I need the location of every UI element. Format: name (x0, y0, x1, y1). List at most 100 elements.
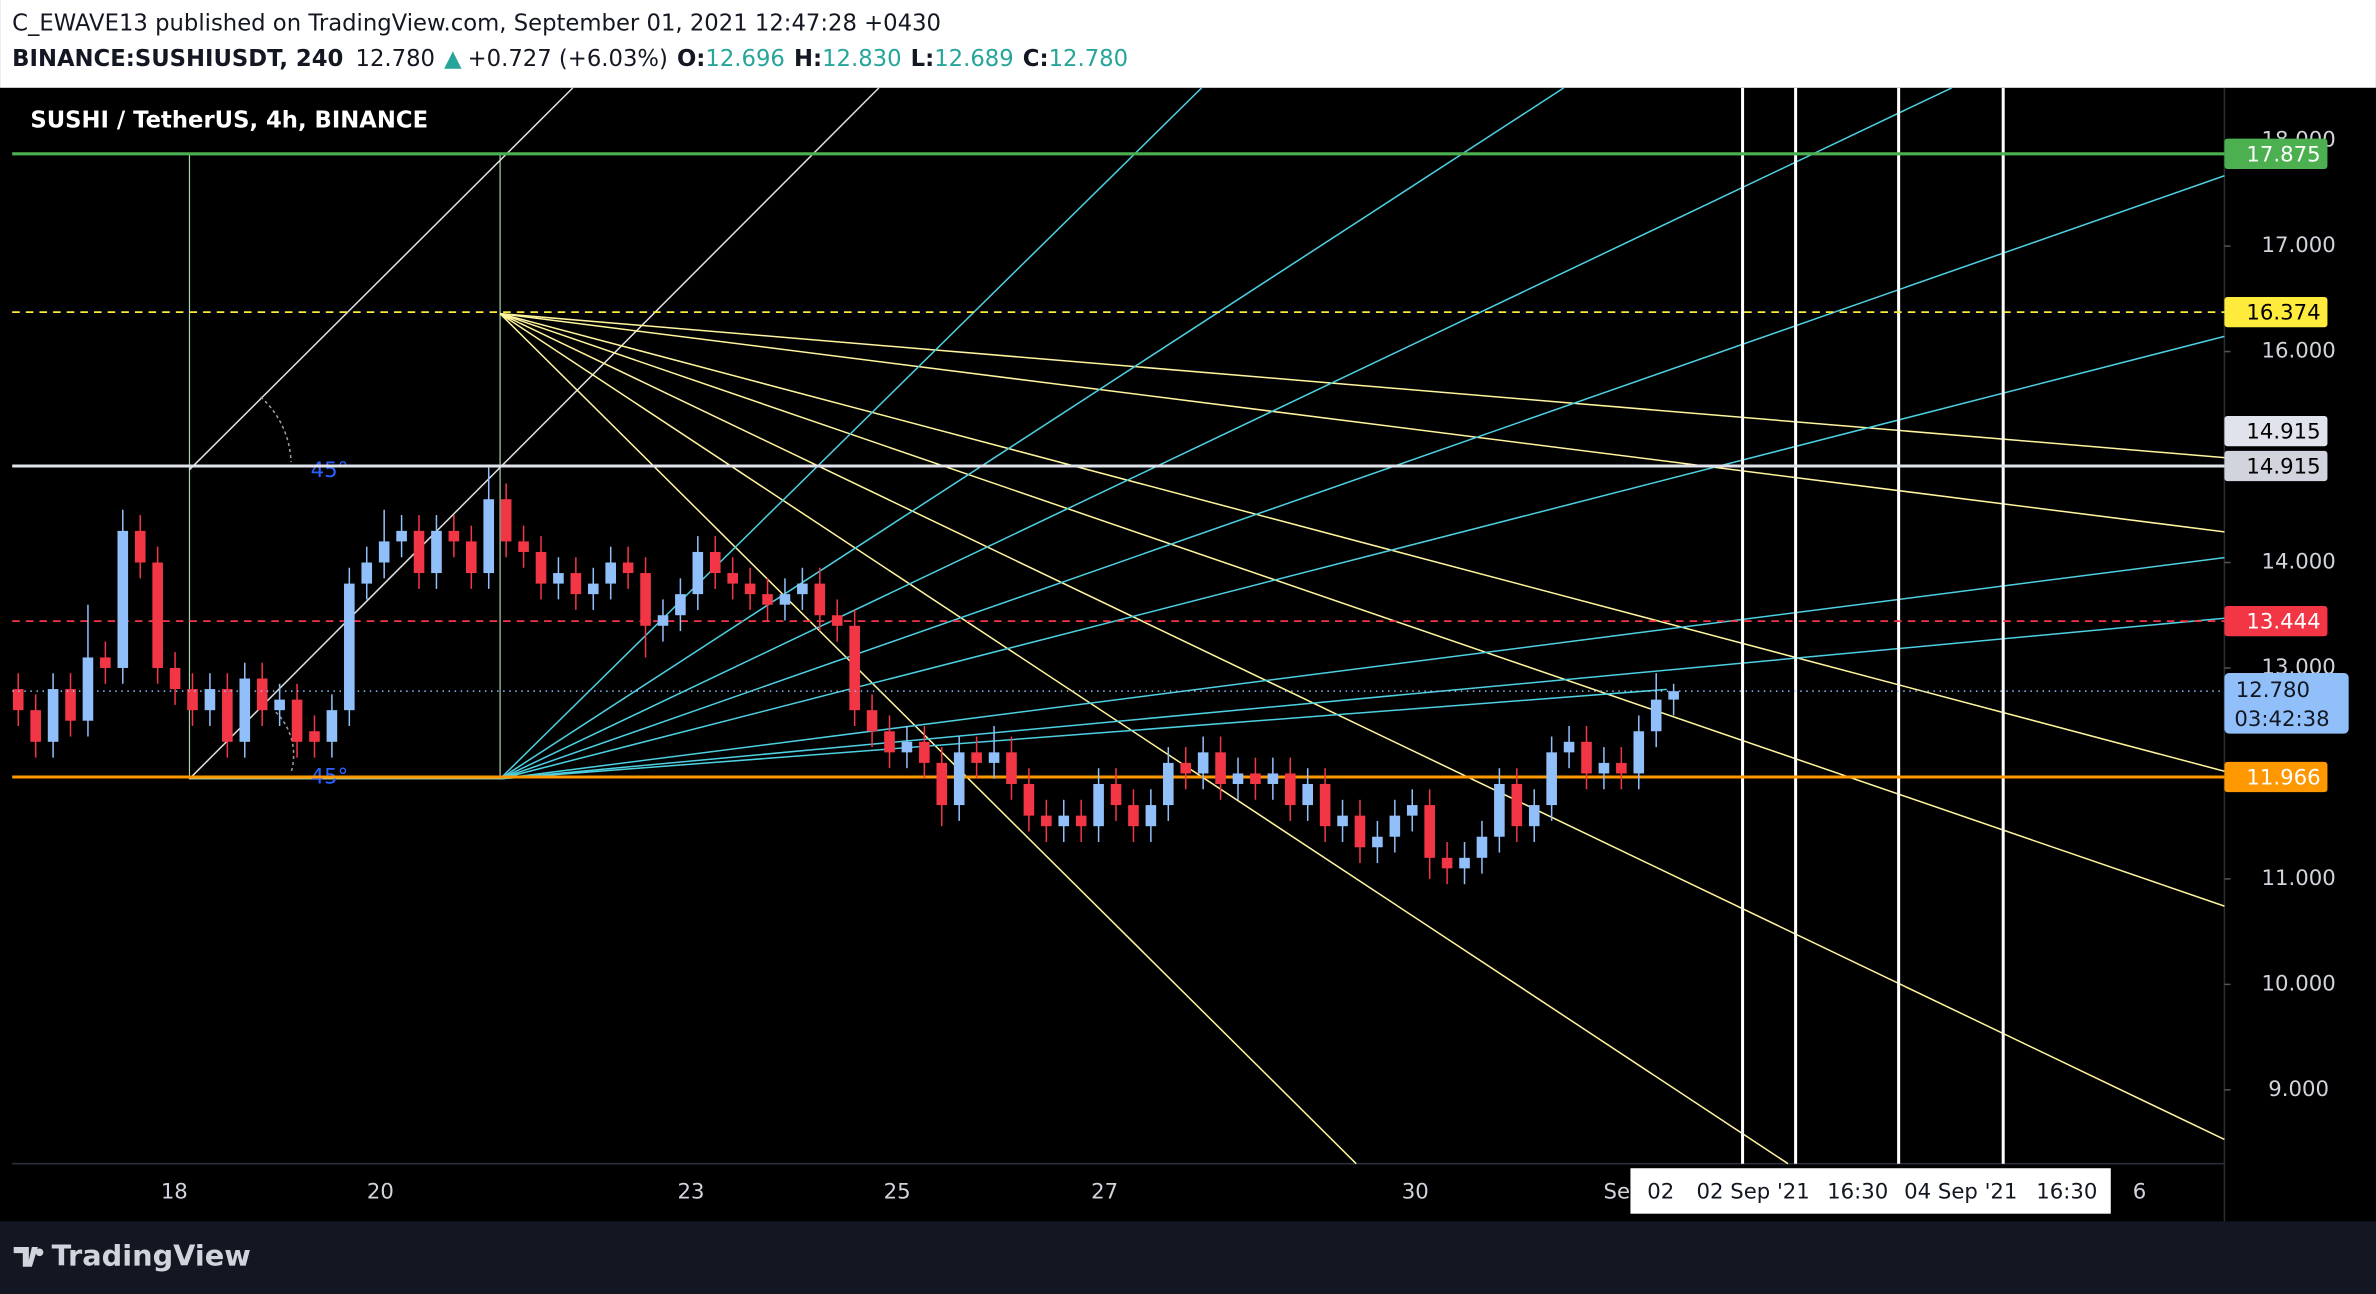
fan-line (499, 313, 1789, 1165)
chart-title: SUSHI / TetherUS, 4h, BINANCE (30, 108, 428, 134)
y-tick-label: 14.000 (2262, 550, 2336, 575)
fan-line (499, 312, 2225, 772)
logo-icon (13, 1247, 44, 1267)
candle-body (1546, 752, 1557, 806)
candle-body (413, 530, 425, 574)
published-line: C_EWAVE13 published on TradingView.com, … (12, 11, 941, 37)
fan-line (499, 175, 2225, 780)
price-tag-label: 11.966 (2246, 766, 2320, 791)
candle-body (1459, 857, 1470, 869)
ohlc-key: O: (677, 46, 705, 72)
time-label: 02 (1647, 1179, 1674, 1204)
candle-body (587, 583, 599, 595)
candle-body (326, 710, 338, 742)
candle-body (1511, 783, 1523, 827)
x-tick-label: 18 (161, 1179, 188, 1204)
candle-body (762, 594, 773, 605)
candle-body (361, 562, 373, 584)
candle-body (692, 551, 704, 595)
candle-body (901, 741, 913, 753)
candle-body (187, 689, 198, 711)
price-axis: 18.00017.00016.00014.00013.00011.00010.0… (161, 128, 2349, 1214)
x-tick-label: 27 (1091, 1179, 1118, 1204)
candle-body (797, 583, 808, 595)
candle-body (744, 583, 756, 595)
candle-body (134, 530, 146, 563)
x-tick-label: 20 (367, 1179, 394, 1204)
ohlc-value: 12.830 (822, 46, 902, 72)
candle-body (849, 625, 860, 711)
candle-body (866, 710, 878, 732)
candle-body (431, 530, 442, 574)
candle-body (831, 615, 843, 626)
candle-body (1145, 805, 1157, 827)
candle-body (1476, 836, 1488, 858)
candle-body (1128, 805, 1139, 827)
candle-body (1581, 741, 1592, 774)
y-tick-label: 11.000 (2262, 866, 2336, 891)
countdown: 03:42:38 (2234, 707, 2329, 732)
candle-body (1650, 699, 1662, 732)
candle-body (483, 499, 495, 574)
x-tick-label: 30 (1402, 1179, 1429, 1204)
fan-line (500, 617, 2225, 780)
candle-body (65, 689, 76, 721)
price-tag-label: 14.915 (2246, 420, 2320, 445)
y-tick-label: 17.000 (2262, 233, 2336, 258)
candle-body (47, 689, 59, 742)
candle-body (727, 573, 738, 584)
candle-body (1319, 783, 1331, 827)
candle-body (936, 762, 948, 806)
candle-body (1250, 773, 1261, 784)
header-price: 12.780 (355, 46, 435, 72)
candle-body (1180, 762, 1192, 774)
candle-body (535, 551, 547, 584)
header-bg (0, 0, 2376, 88)
gann-line (188, 87, 574, 471)
candle-body (1162, 762, 1174, 806)
fan-line (499, 312, 2225, 907)
candle-body (1372, 836, 1383, 848)
candle-body (1598, 762, 1610, 774)
angle-arc (260, 396, 292, 463)
candle-body (30, 710, 41, 742)
candle-body (1058, 815, 1070, 827)
candle-body (1267, 773, 1279, 784)
candle-body (291, 699, 303, 742)
candle-body (239, 678, 251, 742)
candle-body (222, 689, 233, 742)
price-tag (2224, 761, 2328, 793)
chart-bg (0, 87, 2376, 1225)
up-arrow: ▲ (444, 46, 462, 72)
candle-body (1389, 815, 1401, 837)
candle-body (884, 731, 895, 753)
price-tag-label: 13.444 (2246, 610, 2320, 635)
x-tick-label: 23 (678, 1179, 705, 1204)
candle-body (1197, 752, 1209, 774)
candle-body (919, 741, 930, 763)
candle-body (117, 530, 129, 668)
time-labels-bg (1630, 1168, 2111, 1214)
candle-body (814, 583, 826, 616)
candle-body (1110, 783, 1122, 806)
price-tag (2224, 415, 2328, 447)
price-tag-label: 16.374 (2246, 301, 2320, 326)
ohlc-value: 12.696 (705, 46, 785, 72)
candle-body (640, 573, 651, 626)
fan-line (499, 556, 2225, 780)
candle-body (1093, 783, 1104, 827)
angle-label: 45° (311, 458, 349, 483)
candle-body (988, 752, 1000, 763)
candle-body (605, 562, 617, 584)
candle-body (100, 657, 111, 668)
x-tick-label: 6 (2133, 1179, 2147, 1204)
candle-body (971, 752, 982, 763)
y-tick-label: 16.000 (2262, 339, 2336, 364)
x-tick-label: 25 (884, 1179, 911, 1204)
last-price-tag (2224, 672, 2349, 734)
candle-body (657, 615, 669, 626)
candle-body (1633, 731, 1645, 774)
gann-line (188, 87, 880, 780)
candle-body (1563, 741, 1575, 753)
